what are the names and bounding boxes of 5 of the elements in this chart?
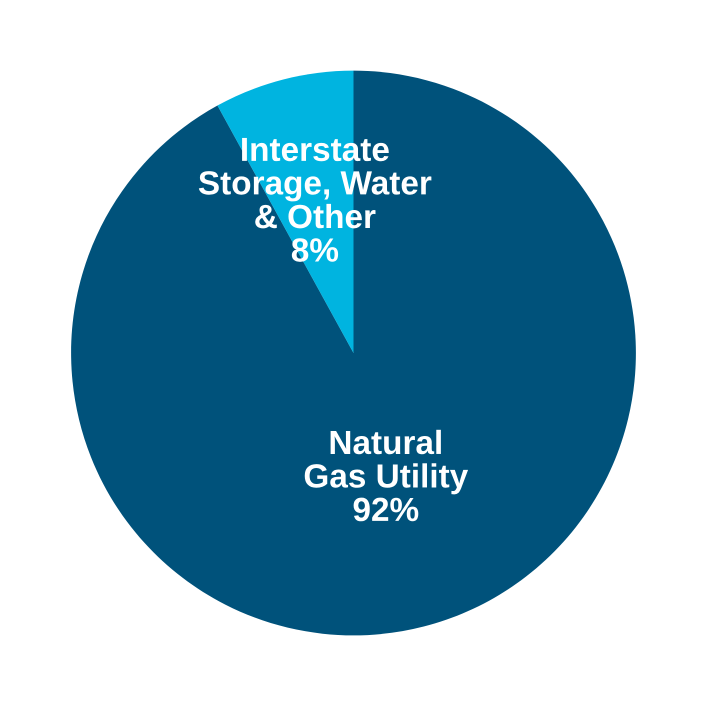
data-label: 92%: [354, 498, 418, 522]
slice-label: Interstate Storage, Water & Other: [198, 138, 432, 228]
data-label: 8%: [292, 238, 338, 262]
slice-label: Natural Gas Utility: [304, 430, 468, 494]
pie-slice: [71, 70, 636, 636]
